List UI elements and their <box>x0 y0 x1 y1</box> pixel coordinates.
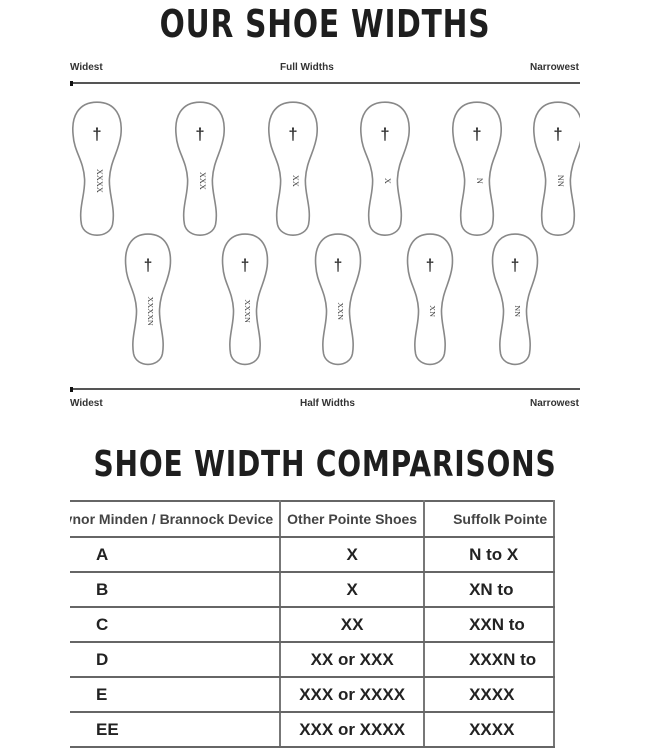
full-widths-scale <box>70 82 580 84</box>
table-row: C XX XXN to <box>70 606 556 643</box>
sole-width-label: X <box>383 178 392 184</box>
sole-width-label: XXXXN <box>146 296 155 326</box>
brand-logo-icon: † <box>553 124 562 143</box>
sole-outline: † XXXN <box>219 230 271 372</box>
sole-outline: †N <box>449 98 505 243</box>
brand-logo-icon: † <box>241 257 250 274</box>
table-cell: C <box>70 606 282 643</box>
sole-outline: † NN <box>489 230 541 372</box>
sole-outline: † XXXXN <box>122 230 174 372</box>
table-cell: E <box>70 676 282 713</box>
table-cell: XXXN to <box>424 641 556 678</box>
sole-outline: † XXN <box>312 230 364 372</box>
scale-marker <box>70 81 73 86</box>
sole-outline: †X <box>357 98 413 243</box>
scale-marker <box>70 387 73 392</box>
table-row: B X XN to <box>70 571 556 608</box>
sole-width-label: XXXX <box>95 169 104 193</box>
brand-logo-icon: † <box>511 257 520 274</box>
table-row: D XX or XXX XXXN to <box>70 641 556 678</box>
table-cell: EE <box>70 711 282 748</box>
width-comparison-table: Gaynor Minden / Brannock Device Other Po… <box>70 500 556 748</box>
table-cell: X <box>280 536 426 573</box>
sole-outline: † NN <box>530 98 580 243</box>
sole-outline: † XN <box>404 230 456 372</box>
page-title: OUR SHOE WIDTHS <box>159 2 491 46</box>
table-cell: XXXX <box>424 676 556 713</box>
sole-width-label: NN <box>556 175 565 187</box>
table-cell: N to X <box>424 536 556 573</box>
table-cell: A <box>70 536 282 573</box>
brand-logo-icon: † <box>195 124 204 143</box>
header-brannock: Gaynor Minden / Brannock Device <box>70 500 282 538</box>
table-row: EE XXX or XXXX XXXX <box>70 711 556 748</box>
table-cell: XXX or XXXX <box>280 676 426 713</box>
table-cell: B <box>70 571 282 608</box>
header-suffolk: Suffolk Pointe <box>424 500 556 538</box>
full-widths-label: Full Widths <box>280 62 334 73</box>
table-cell: XX or XXX <box>280 641 426 678</box>
full-widest-label: Widest <box>70 62 103 73</box>
sole-outline: † XXXX <box>70 98 125 243</box>
sole-outline: † XX <box>265 98 321 243</box>
sole-outline: † XXX <box>172 98 228 243</box>
table-cell: XXN to <box>424 606 556 643</box>
sole-width-label: XX <box>291 175 300 187</box>
sole-width-label: NN <box>513 305 522 317</box>
brand-logo-icon: † <box>92 124 101 143</box>
sole-width-label: XXN <box>336 302 345 320</box>
header-other-pointe: Other Pointe Shoes <box>280 500 426 538</box>
comparison-title: SHOE WIDTH COMPARISONS <box>93 444 557 485</box>
table-cell: XX <box>280 606 426 643</box>
half-narrowest-label: Narrowest <box>530 398 579 409</box>
brand-logo-icon: † <box>426 257 435 274</box>
half-widths-label: Half Widths <box>300 398 355 409</box>
sole-width-label: XXX <box>198 172 207 190</box>
sole-width-label: XN <box>428 305 437 317</box>
table-row: E XXX or XXXX XXXX <box>70 676 556 713</box>
brand-logo-icon: † <box>288 124 297 143</box>
half-widths-scale <box>70 388 580 390</box>
table-cell: XN to <box>424 571 556 608</box>
full-narrowest-label: Narrowest <box>530 62 579 73</box>
table-cell: D <box>70 641 282 678</box>
brand-logo-icon: † <box>334 257 343 274</box>
sole-width-label: N <box>475 178 484 184</box>
brand-logo-icon: † <box>472 124 481 143</box>
table-cell: XXXX <box>424 711 556 748</box>
half-widest-label: Widest <box>70 398 103 409</box>
sole-width-label: XXXN <box>243 299 252 323</box>
table-cell: X <box>280 571 426 608</box>
brand-logo-icon: † <box>380 124 389 143</box>
brand-logo-icon: † <box>144 257 153 274</box>
table-cell: XXX or XXXX <box>280 711 426 748</box>
